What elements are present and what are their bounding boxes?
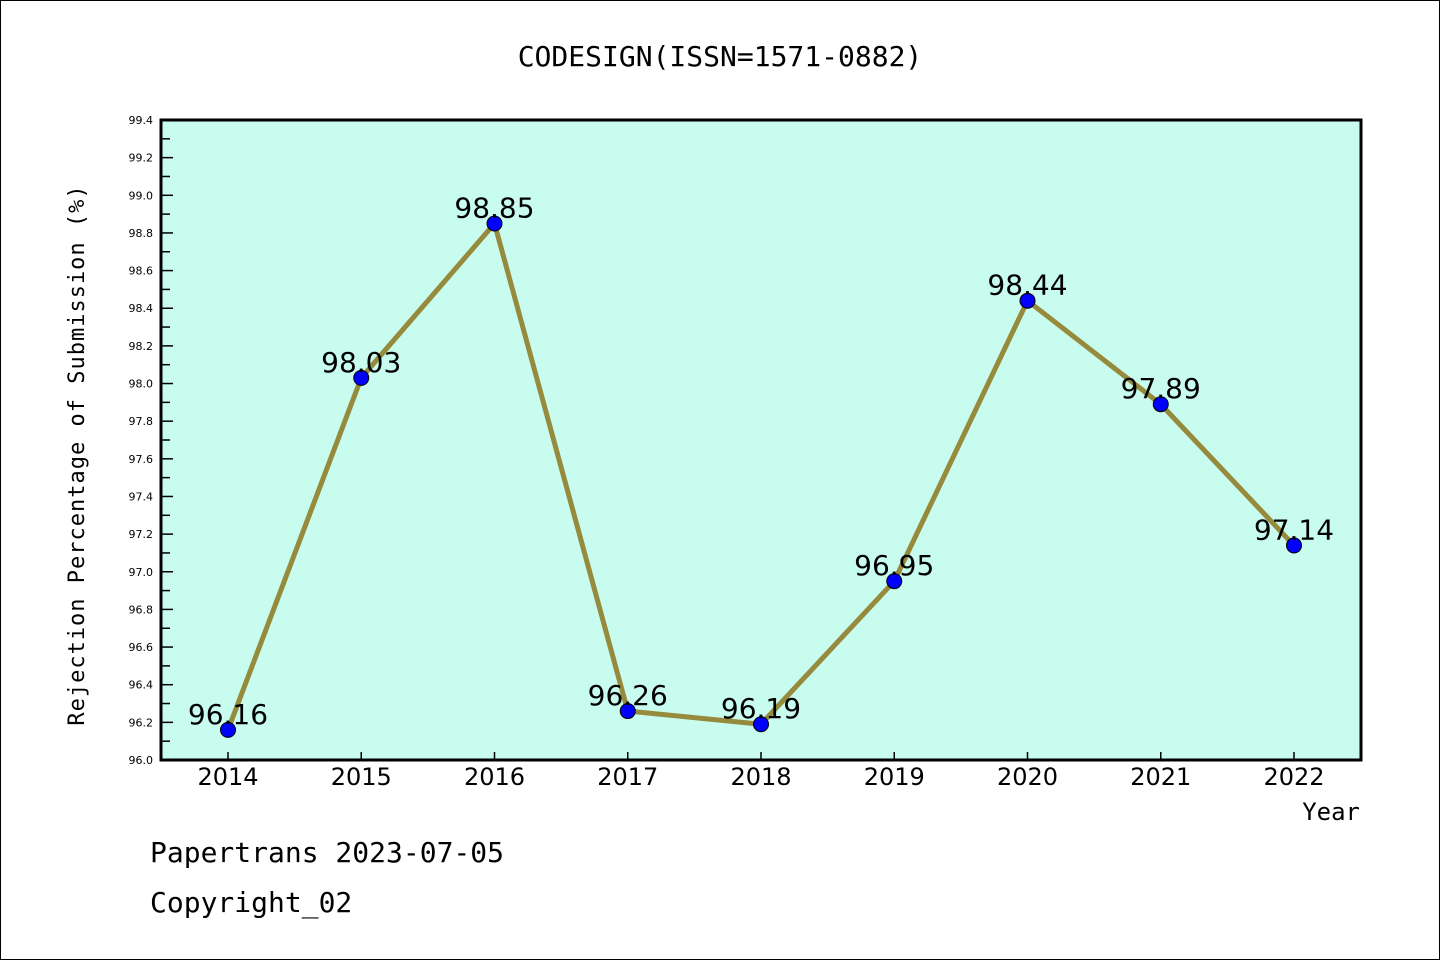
x-tick-label: 2015 — [331, 763, 392, 791]
y-tick-label: 99.4 — [129, 114, 154, 127]
y-axis: 96.0 96.2 96.4 96.6 96.8 97.0 97.2 97.4 97.6 97.8… — [129, 114, 173, 767]
y-tick-label: 97.8 — [129, 415, 154, 428]
data-point — [1152, 396, 1169, 413]
x-tick-label: 2021 — [1130, 763, 1191, 791]
footer-date: Papertrans 2023-07-05 — [150, 836, 505, 869]
x-tick-label: 2016 — [464, 763, 525, 791]
y-tick-label: 97.0 — [129, 566, 154, 579]
x-tick-label: 2018 — [730, 763, 791, 791]
data-point — [220, 721, 236, 738]
data-point — [753, 716, 769, 733]
y-tick-label: 99.0 — [129, 189, 154, 202]
y-tick-label: 96.4 — [129, 679, 154, 692]
data-point — [1286, 537, 1302, 554]
data-point — [1019, 292, 1036, 309]
data-label: 96.26 — [588, 679, 668, 712]
data-point — [486, 215, 503, 232]
data-label: 96.19 — [721, 692, 801, 725]
x-tick-label: 2022 — [1263, 763, 1324, 791]
y-tick-label: 98.6 — [129, 265, 154, 278]
x-axis-label: Year — [1302, 798, 1360, 826]
plot-area — [159, 118, 1363, 762]
y-tick-label: 98.8 — [129, 227, 154, 240]
chart-title: CODESIGN(ISSN=1571-0882) — [518, 40, 923, 73]
footer-copyright: Copyright_02 — [150, 886, 353, 919]
y-axis-label: Rejection Percentage of Submission (%) — [65, 184, 90, 725]
x-tick-label: 2014 — [197, 763, 258, 791]
y-tick-label: 98.0 — [129, 378, 154, 391]
y-tick-label: 96.8 — [129, 603, 154, 616]
x-tick-label: 2017 — [597, 763, 658, 791]
data-label: 97.14 — [1254, 513, 1334, 546]
y-tick-label: 99.2 — [129, 152, 154, 165]
y-tick-label: 97.2 — [129, 528, 154, 541]
data-label: 98.44 — [987, 269, 1067, 302]
series: 96.16 98.03 98.85 96.26 96.19 96.95 98.44 97.89… — [188, 192, 1334, 738]
y-tick-label: 98.4 — [129, 302, 154, 315]
data-point — [886, 573, 903, 590]
y-tick-label: 97.4 — [129, 490, 154, 503]
data-label: 96.95 — [854, 549, 934, 582]
data-label: 98.85 — [454, 192, 534, 225]
data-label: 98.03 — [321, 346, 401, 379]
y-tick-label: 98.2 — [129, 340, 154, 353]
y-tick-label: 96.6 — [129, 641, 154, 654]
data-label: 97.89 — [1121, 372, 1201, 405]
data-point — [619, 703, 636, 720]
x-axis: 2014 2015 2016 2017 2018 2019 2020 2021 2022 — [197, 752, 1325, 791]
data-point — [353, 369, 370, 386]
y-tick-label: 96.2 — [129, 716, 154, 729]
x-tick-label: 2019 — [864, 763, 925, 791]
x-tick-label: 2020 — [997, 763, 1058, 791]
y-tick-label: 97.6 — [129, 453, 154, 466]
y-tick-label: 96.0 — [129, 754, 154, 767]
data-label: 96.16 — [188, 698, 268, 731]
